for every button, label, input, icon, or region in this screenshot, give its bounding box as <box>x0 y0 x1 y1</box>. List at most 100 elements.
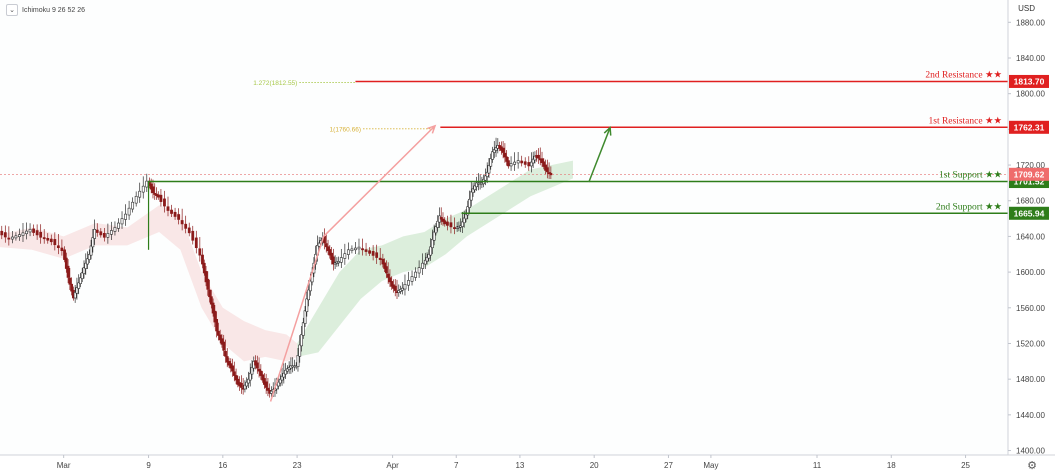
candle-body <box>224 351 227 357</box>
candle-body <box>388 277 392 283</box>
candle-body <box>354 247 357 251</box>
fib-label-0: 1.272(1812.55) <box>253 80 297 87</box>
level-label-2: 1st Support ★★ <box>939 170 1002 181</box>
indicator-label: Ichimoku 9 26 52 26 <box>22 6 86 14</box>
candle-body <box>407 280 410 286</box>
candle-body <box>84 262 88 269</box>
candle-body <box>429 246 433 256</box>
candle-body <box>383 262 387 269</box>
candle-body <box>513 161 517 165</box>
candle-body <box>492 149 496 153</box>
candle-body <box>507 160 510 167</box>
last-price-tag-text: 1709.62 <box>1014 170 1045 180</box>
candle-body <box>127 207 131 216</box>
candle-body <box>531 158 535 164</box>
candle-body <box>220 338 224 345</box>
candle-body <box>300 334 303 347</box>
y-tick-label: 1640.00 <box>1016 232 1045 241</box>
candle-body <box>305 298 309 312</box>
candle-body <box>77 282 81 289</box>
candle-body <box>215 319 219 332</box>
y-tick-label: 1480.00 <box>1016 375 1045 384</box>
candle-body <box>364 249 368 252</box>
candle-body <box>64 257 68 269</box>
y-tick-label: 1840.00 <box>1016 54 1045 63</box>
candle-body <box>70 283 74 292</box>
candle-body <box>484 175 487 181</box>
candle-body <box>49 238 53 243</box>
y-tick-label: 1440.00 <box>1016 411 1045 420</box>
candle-body <box>95 229 99 233</box>
y-axis-panel <box>1008 0 1055 455</box>
candle-body <box>63 249 66 260</box>
candle-body <box>82 267 86 274</box>
fib-label-1: 1(1760.66) <box>330 126 361 133</box>
candle-body <box>530 161 533 167</box>
candle-body <box>209 296 213 305</box>
candle-body <box>296 355 300 367</box>
candle-body <box>243 384 247 390</box>
candle-body <box>145 180 149 188</box>
candle-body <box>213 310 217 323</box>
candle-body <box>308 280 312 292</box>
candle-body <box>236 378 240 385</box>
y-tick-label: 1520.00 <box>1016 339 1045 348</box>
candle-body <box>35 230 39 236</box>
candle-body <box>446 221 449 226</box>
price-tag-bg-0 <box>1009 74 1049 88</box>
chevron-down-icon[interactable]: ⌄ <box>6 4 18 16</box>
candle-body <box>257 368 261 372</box>
y-tick-label: 1560.00 <box>1016 304 1045 313</box>
candle-body <box>298 344 302 357</box>
candle-body <box>264 381 268 388</box>
candle-body <box>170 209 173 214</box>
gear-icon[interactable]: ⚙ <box>1027 460 1037 472</box>
price-tag-bg-1 <box>1009 120 1049 134</box>
candle-body <box>156 194 160 198</box>
candle-body <box>473 185 477 191</box>
candle-body <box>177 214 181 220</box>
x-tick-label: 11 <box>813 461 822 470</box>
candle-body <box>421 262 425 269</box>
candle-body <box>266 387 270 391</box>
candle-body <box>173 211 177 217</box>
x-tick-label: 23 <box>293 461 302 470</box>
y-tick-label: 1680.00 <box>1016 197 1045 206</box>
candle-body <box>110 230 113 235</box>
candle-body <box>469 191 473 201</box>
candle-body <box>14 235 18 239</box>
x-tick-label: 25 <box>961 461 970 470</box>
candle-body <box>32 228 36 233</box>
candle-body <box>46 237 50 241</box>
projection-arrow-1 <box>588 127 611 183</box>
y-tick-label: 1880.00 <box>1016 18 1045 27</box>
candle-body <box>218 334 222 341</box>
candle-body <box>91 237 95 248</box>
price-tag-value-3: 1665.94 <box>1014 208 1045 218</box>
price-tag-value-1: 1762.31 <box>1014 123 1045 133</box>
candle-body <box>386 273 390 278</box>
price-tag-bg-3 <box>1009 206 1049 220</box>
candle-body <box>56 245 60 249</box>
candle-body <box>410 276 414 282</box>
candle-body <box>163 198 166 207</box>
candle-body <box>549 172 553 176</box>
candle-body <box>151 186 155 194</box>
candle-body <box>441 218 445 222</box>
candle-body <box>194 237 198 249</box>
candle-body <box>540 158 544 163</box>
candle-body <box>99 231 103 236</box>
candle-body <box>471 188 475 194</box>
candle-body <box>533 155 537 161</box>
candle-body <box>231 365 234 372</box>
level-label-1: 1st Resistance ★★ <box>929 115 1003 126</box>
candle-body <box>68 277 72 285</box>
candle-body <box>468 198 471 208</box>
candle-body <box>384 266 388 274</box>
candle-body <box>381 258 385 265</box>
candle-body <box>39 231 43 238</box>
x-tick-label: 16 <box>218 461 227 470</box>
candle-body <box>25 230 28 235</box>
candle-body <box>187 227 191 234</box>
